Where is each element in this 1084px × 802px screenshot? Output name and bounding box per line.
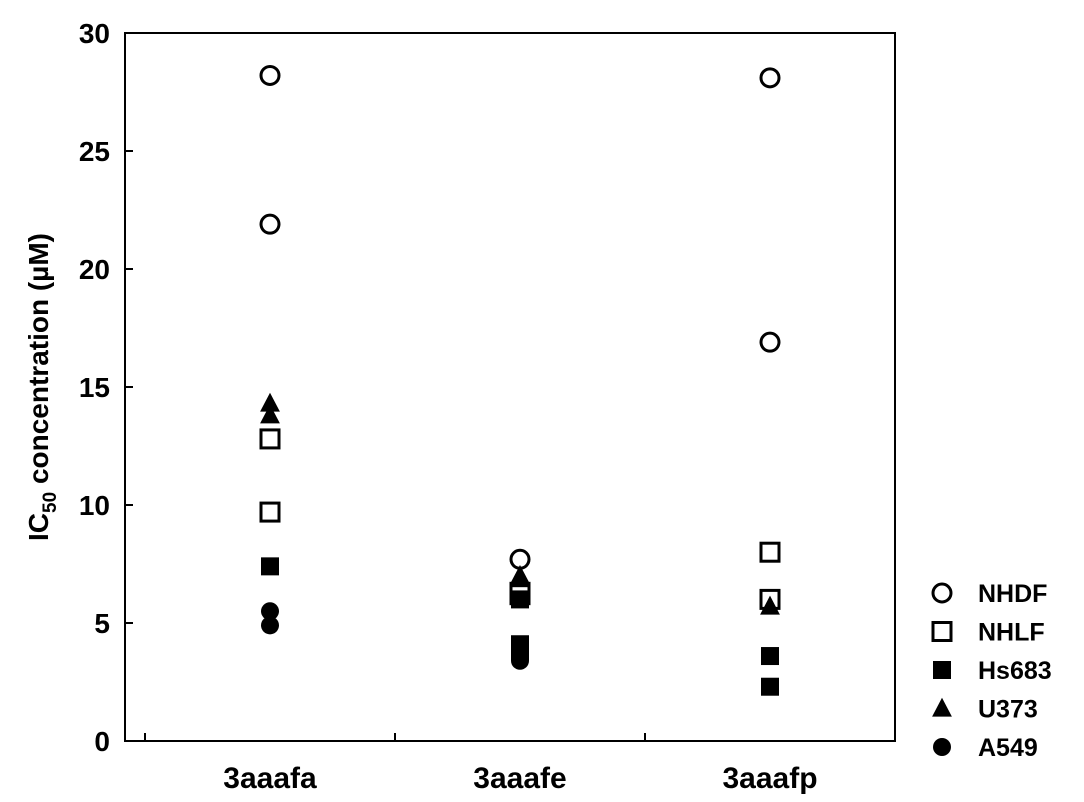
data-point [761,677,779,696]
data-point [759,67,781,89]
y-tick-label: 10 [79,490,110,521]
x-tick-label: 3aaafp [722,762,817,795]
data-point [259,64,281,86]
data-point [261,616,279,635]
data-point [511,651,529,670]
legend-marker [932,697,952,717]
y-tick-label: 25 [79,136,110,167]
y-tick-label: 0 [94,726,110,757]
y-tick-label: 5 [94,608,110,639]
plot-frame [124,32,896,742]
data-point [759,541,781,563]
y-tick-label: 30 [79,18,110,49]
legend-label: NHLF [978,619,1045,647]
y-label-sub: 50 [40,492,61,513]
data-point [760,595,780,615]
data-point [261,557,279,576]
y-label-rest: concentration (µM) [23,233,54,492]
legend-label: Hs683 [978,657,1052,685]
x-tick-label: 3aaafa [223,762,317,795]
y-label-main: IC [23,513,54,541]
data-point [511,590,529,609]
data-point [761,647,779,666]
y-tick-label: 15 [79,372,110,403]
data-point [260,404,280,424]
legend-marker [931,582,953,604]
y-tick-label: 20 [79,254,110,285]
data-point [259,501,281,523]
legend-marker [933,738,951,756]
legend-label: NHDF [978,580,1047,608]
legend-marker [931,621,953,642]
legend-marker [933,661,951,679]
x-tick-label: 3aaafe [473,762,566,795]
y-axis-label: IC50 concentration (µM) [23,233,61,541]
data-point [260,392,280,412]
data-point [759,331,781,353]
data-point [510,565,530,584]
data-point [261,602,279,621]
legend-label: U373 [978,696,1038,724]
data-point [259,213,281,235]
legend-label: A549 [978,734,1038,762]
data-point [259,428,281,450]
